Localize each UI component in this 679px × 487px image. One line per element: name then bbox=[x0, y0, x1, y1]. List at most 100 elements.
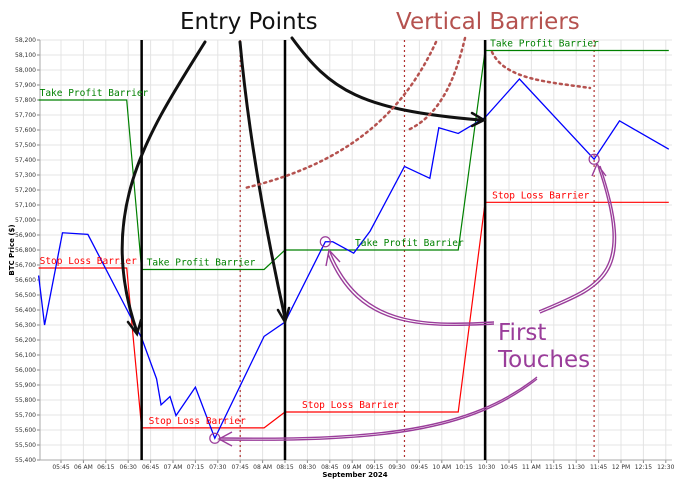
y-axis-ticks: 55,400 55,500 55,600 55,700 55,800 55,900 56,0… bbox=[15, 37, 40, 464]
x-tick-label: 05:45 bbox=[52, 464, 69, 471]
x-tick-label: 11:45 bbox=[590, 464, 607, 471]
y-tick-label: 57,900 bbox=[15, 82, 36, 89]
vbar-arrow-2 bbox=[406, 36, 467, 132]
y-tick-label: 56,700 bbox=[15, 262, 36, 269]
touch-arrow-3b bbox=[219, 378, 538, 441]
touch-arrowhead-3 bbox=[217, 431, 233, 447]
x-tick-label: 09:45 bbox=[411, 464, 428, 471]
y-tick-label: 58,200 bbox=[15, 37, 36, 44]
y-tick-label: 56,200 bbox=[15, 337, 36, 344]
entry-arrowhead-1 bbox=[126, 318, 143, 337]
stop-loss-label: Stop Loss Barrier bbox=[40, 256, 138, 267]
x-tick-label: 08:15 bbox=[276, 464, 293, 471]
touch-arrow-1b bbox=[327, 253, 495, 327]
y-axis-label: BTC Price ($) bbox=[8, 224, 16, 275]
y-tick-label: 56,300 bbox=[15, 322, 36, 329]
y-tick-label: 56,000 bbox=[15, 367, 36, 374]
y-tick-label: 56,400 bbox=[15, 307, 36, 314]
series bbox=[37, 49, 670, 440]
y-tick-label: 57,700 bbox=[15, 112, 36, 119]
x-tick-label: 11 AM bbox=[522, 464, 541, 471]
y-tick-label: 55,800 bbox=[15, 397, 36, 404]
x-tick-label: 10:15 bbox=[456, 464, 473, 471]
x-tick-label: 10 AM bbox=[432, 464, 451, 471]
y-tick-label: 57,400 bbox=[15, 157, 36, 164]
first-touches-annotation-line1: First bbox=[498, 320, 546, 346]
x-tick-label: 07:30 bbox=[209, 464, 226, 471]
take-profit-label: Take Profit Barrier bbox=[40, 88, 149, 99]
y-tick-label: 56,600 bbox=[15, 277, 36, 284]
stop-loss-label: Stop Loss Barrier bbox=[302, 400, 400, 411]
touch-arrow-2b bbox=[539, 165, 617, 314]
vbar-arrow-3 bbox=[490, 50, 592, 90]
x-tick-label: 10:45 bbox=[500, 464, 517, 471]
x-tick-label: 08:30 bbox=[299, 464, 316, 471]
y-tick-label: 55,700 bbox=[15, 412, 36, 419]
y-tick-label: 55,500 bbox=[15, 442, 36, 449]
touch-arrow-3 bbox=[219, 376, 538, 439]
x-tick-label: 08 AM bbox=[253, 464, 272, 471]
y-tick-label: 56,500 bbox=[15, 292, 36, 299]
stop-loss-label: Stop Loss Barrier bbox=[149, 416, 247, 427]
touch-arrow-2 bbox=[538, 165, 614, 312]
barrier-labels: Take Profit Barrier Stop Loss Barrier Take… bbox=[40, 39, 599, 427]
x-tick-label: 07 AM bbox=[164, 464, 183, 471]
y-tick-label: 57,200 bbox=[15, 187, 36, 194]
take-profit-label: Take Profit Barrier bbox=[147, 258, 256, 269]
x-tick-label: 10:30 bbox=[478, 464, 495, 471]
y-tick-label: 58,000 bbox=[15, 67, 36, 74]
y-tick-label: 57,300 bbox=[15, 172, 36, 179]
x-tick-label: 06:15 bbox=[97, 464, 114, 471]
x-axis-ticks: 05:45 06 AM 06:15 06:30 06:45 07 AM 07:15 07:30… bbox=[52, 460, 675, 471]
x-tick-label: 09:30 bbox=[388, 464, 405, 471]
stop-loss-label: Stop Loss Barrier bbox=[492, 190, 590, 201]
x-tick-label: 08:45 bbox=[321, 464, 338, 471]
x-tick-label: 12 PM bbox=[612, 464, 630, 471]
touch-arrow-1 bbox=[329, 251, 495, 324]
x-tick-label: 06:45 bbox=[142, 464, 159, 471]
first-touches-annotation-line2: Touches bbox=[497, 347, 590, 373]
entry-arrow-1 bbox=[120, 40, 207, 334]
first-touch-circle bbox=[588, 153, 600, 165]
y-tick-label: 57,800 bbox=[15, 97, 36, 104]
take-profit-line bbox=[38, 49, 669, 271]
entry-arrow-3 bbox=[290, 36, 482, 122]
entry-lines bbox=[140, 40, 487, 460]
entry-arrowhead-2 bbox=[276, 306, 291, 326]
y-tick-label: 57,600 bbox=[15, 127, 36, 134]
first-touch-circle bbox=[319, 236, 331, 248]
y-tick-label: 57,000 bbox=[15, 217, 36, 224]
entry-arrows bbox=[120, 36, 487, 337]
touch-arrowhead-1 bbox=[325, 248, 341, 267]
y-tick-label: 55,900 bbox=[15, 382, 36, 389]
stop-loss-line bbox=[38, 201, 669, 429]
x-tick-label: 06 AM bbox=[74, 464, 93, 471]
x-tick-label: 09:15 bbox=[366, 464, 383, 471]
x-tick-label: 11:30 bbox=[568, 464, 585, 471]
x-axis-label: September 2024 bbox=[322, 471, 387, 479]
y-tick-label: 56,800 bbox=[15, 247, 36, 254]
x-tick-label: 09 AM bbox=[343, 464, 362, 471]
vbar-arrow-1 bbox=[243, 40, 438, 190]
x-tick-label: 12:30 bbox=[657, 464, 674, 471]
y-tick-label: 57,500 bbox=[15, 142, 36, 149]
x-tick-label: 06:30 bbox=[120, 464, 137, 471]
take-profit-label: Take Profit Barrier bbox=[355, 238, 464, 249]
y-tick-label: 56,900 bbox=[15, 232, 36, 239]
y-tick-label: 58,100 bbox=[15, 52, 36, 59]
y-tick-label: 55,400 bbox=[15, 457, 36, 464]
entry-points-annotation: Entry Points bbox=[180, 9, 318, 35]
entry-arrowhead-3 bbox=[470, 111, 487, 128]
touch-arrowhead-2 bbox=[591, 162, 607, 177]
entry-arrow-2 bbox=[238, 40, 287, 320]
first-touch-arrows bbox=[217, 162, 617, 447]
y-tick-label: 55,600 bbox=[15, 427, 36, 434]
x-tick-label: 07:15 bbox=[187, 464, 204, 471]
vertical-barrier-arrows bbox=[243, 36, 592, 190]
vertical-barriers-annotation: Vertical Barriers bbox=[396, 9, 580, 35]
y-tick-label: 57,100 bbox=[15, 202, 36, 209]
x-tick-label: 07:45 bbox=[232, 464, 249, 471]
y-tick-label: 56,100 bbox=[15, 352, 36, 359]
x-tick-label: 11:15 bbox=[545, 464, 562, 471]
